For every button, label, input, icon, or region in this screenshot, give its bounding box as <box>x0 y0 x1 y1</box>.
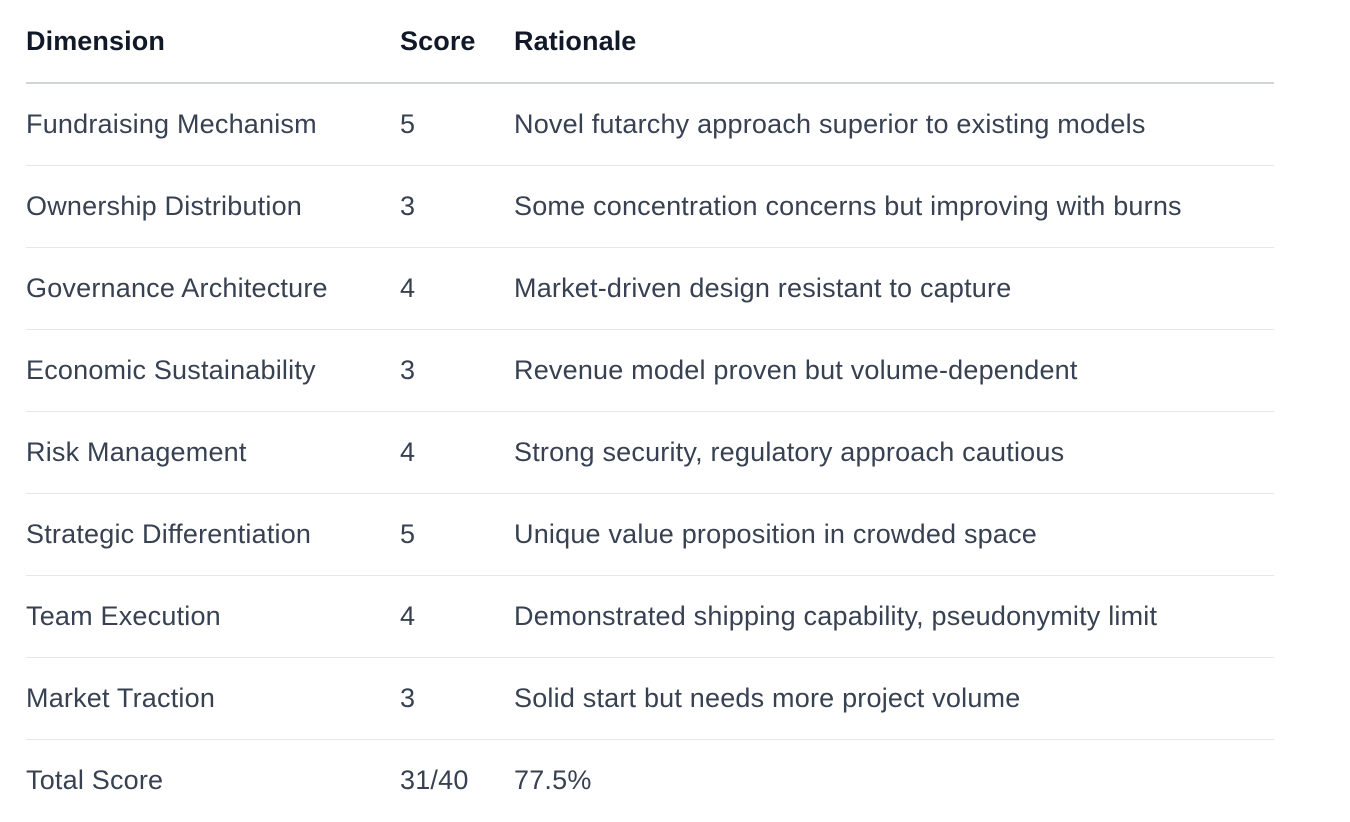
cell-rationale: Solid start but needs more project volum… <box>514 657 1274 740</box>
cell-score: 4 <box>400 247 514 330</box>
total-score: 31/40 <box>400 765 469 795</box>
table-row: Economic Sustainability 3 Revenue model … <box>26 329 1274 412</box>
scoring-table-container: Dimension Score Rationale Fundraising Me… <box>26 0 1274 821</box>
cell-dimension: Team Execution <box>26 575 400 658</box>
cell-rationale: Strong security, regulatory approach cau… <box>514 411 1274 494</box>
cell-rationale: Novel futarchy approach superior to exis… <box>514 83 1274 166</box>
cell-dimension: Fundraising Mechanism <box>26 83 400 166</box>
table-row: Market Traction 3 Solid start but needs … <box>26 657 1274 740</box>
cell-dimension: Strategic Differentiation <box>26 493 400 576</box>
cell-dimension: Market Traction <box>26 657 400 740</box>
cell-dimension: Risk Management <box>26 411 400 494</box>
total-label: Total Score <box>26 765 164 795</box>
scoring-table: Dimension Score Rationale Fundraising Me… <box>26 0 1274 821</box>
table-row: Strategic Differentiation 5 Unique value… <box>26 493 1274 576</box>
cell-score: 3 <box>400 165 514 248</box>
cell-score: 4 <box>400 411 514 494</box>
table-row: Governance Architecture 4 Market-driven … <box>26 247 1274 330</box>
cell-dimension: Ownership Distribution <box>26 165 400 248</box>
table-header-row: Dimension Score Rationale <box>26 0 1274 84</box>
cell-dimension: Economic Sustainability <box>26 329 400 412</box>
cell-rationale: Demonstrated shipping capability, pseudo… <box>514 575 1274 658</box>
cell-score: 5 <box>400 493 514 576</box>
table-body: Fundraising Mechanism 5 Novel futarchy a… <box>26 83 1274 821</box>
header-rationale: Rationale <box>514 0 1274 84</box>
cell-score: 3 <box>400 329 514 412</box>
cell-score: 5 <box>400 83 514 166</box>
table-row: Ownership Distribution 3 Some concentrat… <box>26 165 1274 248</box>
table-row: Fundraising Mechanism 5 Novel futarchy a… <box>26 83 1274 166</box>
table-row: Team Execution 4 Demonstrated shipping c… <box>26 575 1274 658</box>
cell-score: 3 <box>400 657 514 740</box>
cell-rationale: Some concentration concerns but improvin… <box>514 165 1274 248</box>
cell-dimension: Governance Architecture <box>26 247 400 330</box>
cell-rationale: Revenue model proven but volume-dependen… <box>514 329 1274 412</box>
table-row: Risk Management 4 Strong security, regul… <box>26 411 1274 494</box>
total-percentage: 77.5% <box>514 765 592 795</box>
header-score: Score <box>400 0 514 84</box>
cell-rationale: Unique value proposition in crowded spac… <box>514 493 1274 576</box>
cell-score: 4 <box>400 575 514 658</box>
total-row: Total Score 31/40 77.5% <box>26 740 1274 822</box>
cell-rationale: Market-driven design resistant to captur… <box>514 247 1274 330</box>
table-header: Dimension Score Rationale <box>26 0 1274 84</box>
header-dimension: Dimension <box>26 0 400 84</box>
